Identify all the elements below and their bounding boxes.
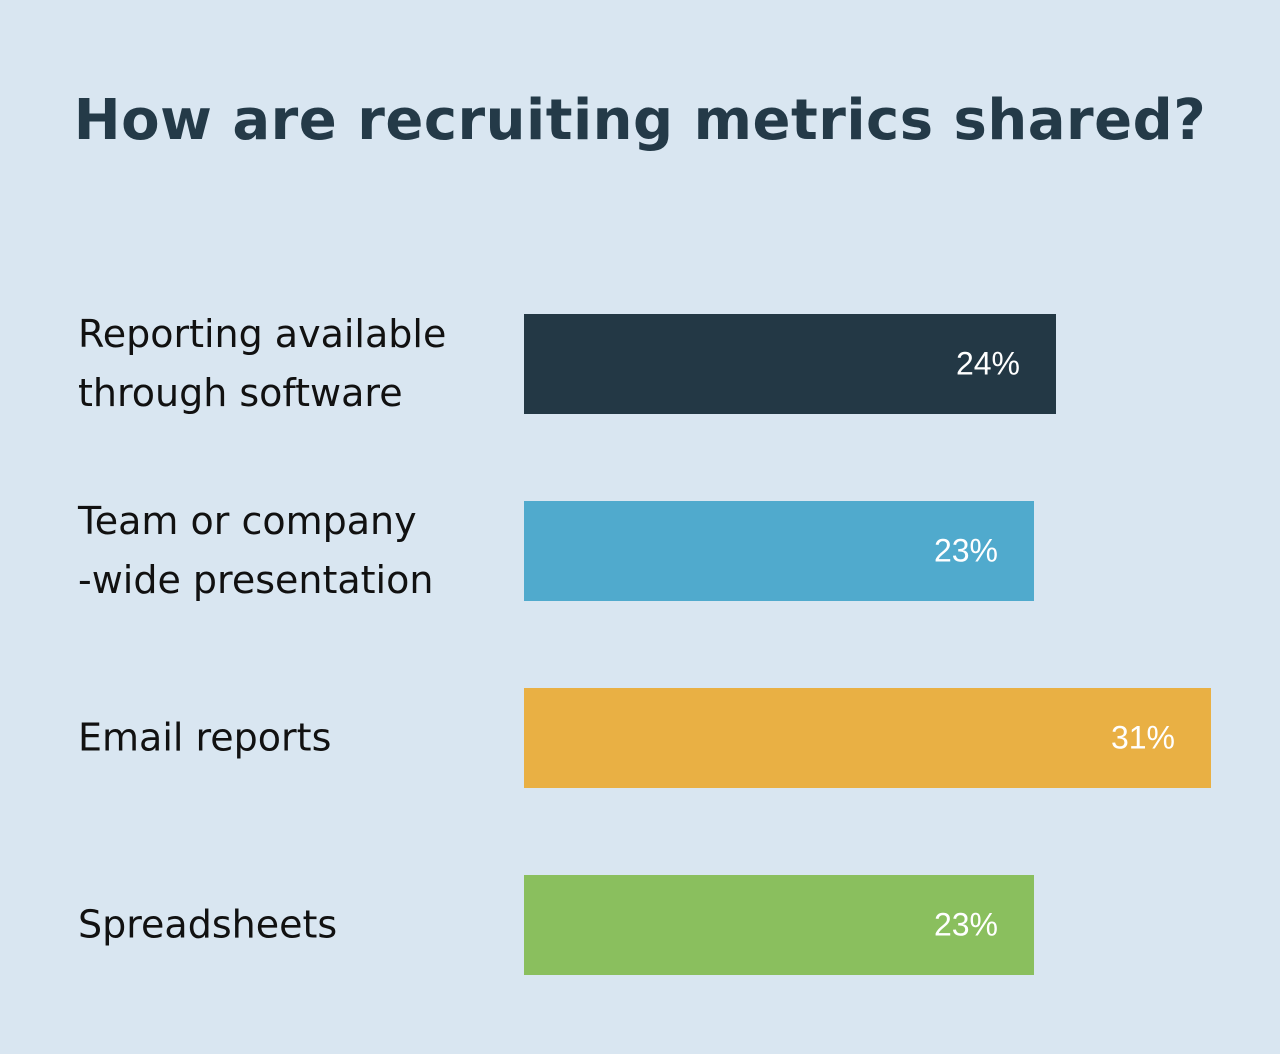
category-label-line: Spreadsheets bbox=[78, 902, 338, 947]
bar bbox=[524, 875, 1034, 975]
category-label: Reporting available through software bbox=[78, 305, 498, 423]
bar-row: Email reports 31% bbox=[0, 688, 1280, 788]
chart-title: How are recruiting metrics shared? bbox=[73, 88, 1207, 153]
bar-row: Reporting available through software 24% bbox=[0, 312, 1280, 415]
category-label-line: Reporting available bbox=[78, 312, 447, 356]
bar-row: Spreadsheets 23% bbox=[0, 875, 1280, 975]
bar-value-label: 23% bbox=[933, 906, 998, 943]
bar-value-label: 24% bbox=[955, 345, 1020, 382]
bar-value-label: 31% bbox=[1110, 719, 1175, 756]
category-label: Email reports bbox=[78, 709, 498, 768]
category-label-line: through software bbox=[78, 371, 403, 415]
bar-row: Team or company -wide presentation 23% bbox=[0, 499, 1280, 602]
bar bbox=[524, 688, 1211, 788]
category-label: Spreadsheets bbox=[78, 896, 498, 955]
bar bbox=[524, 314, 1056, 414]
category-label-line: Email reports bbox=[78, 715, 332, 760]
category-label-line: -wide presentation bbox=[78, 558, 434, 602]
bar bbox=[524, 501, 1034, 601]
category-label-line: Team or company bbox=[78, 499, 417, 543]
bar-value-label: 23% bbox=[933, 532, 998, 569]
category-label: Team or company -wide presentation bbox=[78, 492, 498, 610]
